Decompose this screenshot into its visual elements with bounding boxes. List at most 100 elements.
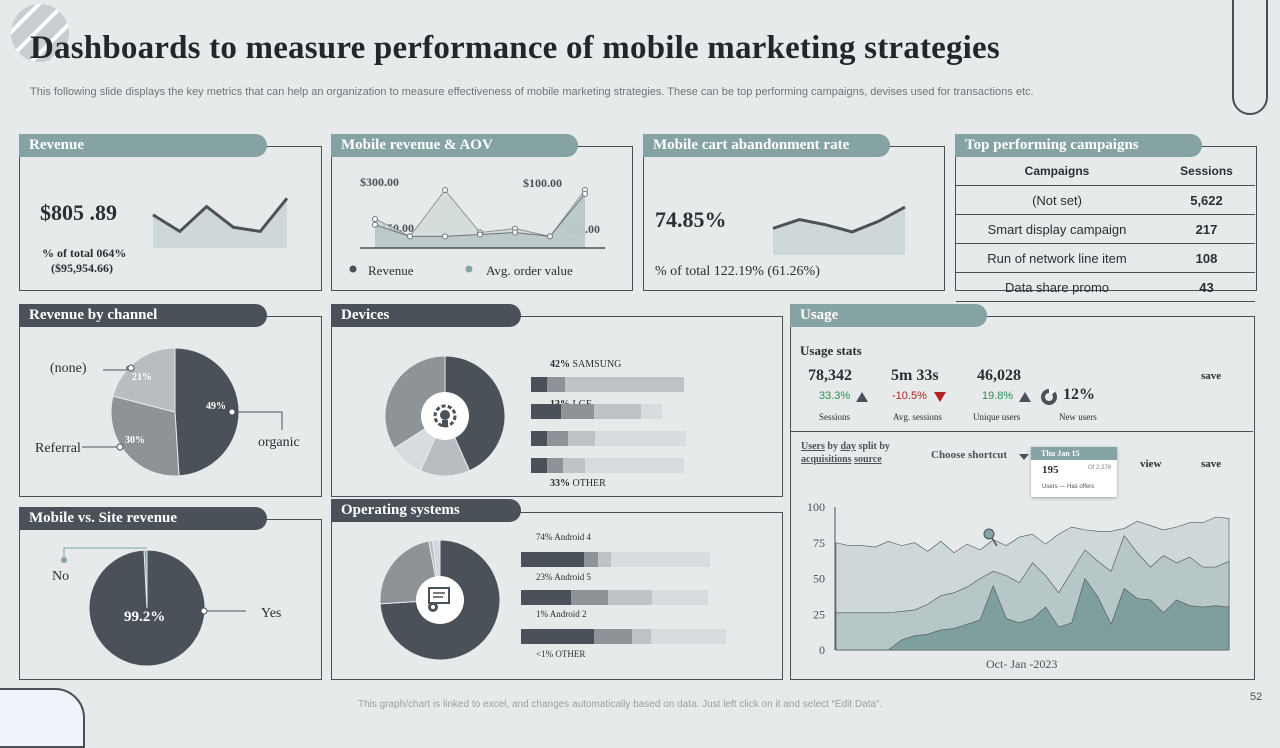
device-bar-segment xyxy=(563,458,585,473)
split-by-word: by xyxy=(827,441,838,452)
decorative-corner-tab xyxy=(0,688,85,748)
tooltip-of-total: Of 2,378 xyxy=(1088,465,1112,471)
device-bar-segment xyxy=(561,404,594,419)
channel-leader-organic xyxy=(230,411,283,430)
tooltip-value: 195 xyxy=(1042,464,1059,476)
mobile-revenue-point xyxy=(442,233,448,240)
mobile-revenue-point xyxy=(442,187,448,193)
tooltip-sub: Users — Has offers xyxy=(1042,484,1095,490)
unique-users-label: Unique users xyxy=(973,412,1021,422)
device-label: 42% SAMSUNG xyxy=(550,359,621,370)
unique-users-value: 46,028 xyxy=(977,367,1021,384)
campaign-name: Data share promo xyxy=(956,272,1158,302)
os-bar-segment xyxy=(651,629,726,644)
usage-x-axis-label: Oct- Jan -2023 xyxy=(986,657,1057,671)
device-bar-segment xyxy=(531,458,547,473)
unique-users-delta: 19.8% xyxy=(982,390,1014,402)
usage-area-chart: 0 25 50 75 100 Oct- Jan -2023 xyxy=(807,500,1230,671)
cart-tab: Mobile cart abandonment rate xyxy=(643,134,890,157)
device-pct: 42% xyxy=(550,359,573,370)
pie-slice-no xyxy=(143,549,148,609)
device-bar-segment xyxy=(531,377,547,392)
mobile-revenue-label-300: $300.00 xyxy=(360,175,399,189)
save-button[interactable]: save xyxy=(1201,458,1222,470)
triangle-up-icon xyxy=(1019,392,1031,402)
os-label: 23% Android 5 xyxy=(536,572,591,582)
usage-stats-title: Usage stats xyxy=(800,343,862,358)
channel-tab: Revenue by channel xyxy=(19,304,267,327)
page-number: 52 xyxy=(1250,691,1263,703)
mobile-site-value: 99.2% xyxy=(124,609,165,625)
campaign-name: Smart display campaign xyxy=(956,214,1158,244)
mobile-revenue-point xyxy=(582,190,588,197)
tooltip-date: Thu Jan 15 xyxy=(1031,447,1117,460)
channel-label-organic: organic xyxy=(258,435,300,450)
new-users-label: New users xyxy=(1059,412,1097,422)
mobile-site-marker-no xyxy=(61,557,67,563)
sessions-label: Sessions xyxy=(819,412,851,422)
campaigns-header-row: Campaigns Sessions xyxy=(956,157,1255,186)
device-bar-segment xyxy=(531,404,561,419)
legend-aov-dot xyxy=(465,265,473,273)
devices-tab: Devices xyxy=(331,304,521,327)
table-row: Smart display campaign 217 xyxy=(956,214,1255,244)
mobile-site-tab: Mobile vs. Site revenue xyxy=(19,507,267,530)
os-bar-segment xyxy=(521,629,594,644)
os-bar-segment xyxy=(521,552,584,567)
sessions-value: 78,342 xyxy=(808,367,852,384)
campaigns-table: Campaigns Sessions (Not set) 5,622 Smart … xyxy=(956,157,1255,302)
channel-pct-none: 21% xyxy=(132,372,152,383)
page-subtitle: This following slide displays the key me… xyxy=(30,86,1034,98)
usage-y-tick-label: 75 xyxy=(813,536,825,550)
cart-sparkline xyxy=(772,205,906,255)
monitor-gear-icon xyxy=(428,587,450,612)
campaign-sessions: 43 xyxy=(1158,272,1255,302)
new-users-value: 12% xyxy=(1063,386,1095,403)
table-row: Data share promo 43 xyxy=(956,272,1255,302)
device-bar-segment xyxy=(641,404,662,419)
mobile-site-pie-chart: No Yes 99.2% xyxy=(52,547,281,667)
os-bar-segment xyxy=(632,629,651,644)
avg-sessions-label: Avg. sessions xyxy=(893,412,942,422)
usage-y-tick-label: 100 xyxy=(807,500,825,514)
device-pct: 33% xyxy=(550,477,573,489)
usage-y-tick-label: 25 xyxy=(813,607,825,621)
channel-marker-referral xyxy=(116,443,124,451)
pie-slice-none xyxy=(112,347,176,413)
mobile-revenue-tab: Mobile revenue & AOV xyxy=(331,134,578,157)
mobile-revenue-point xyxy=(547,233,553,240)
device-bar-segment xyxy=(565,377,684,392)
device-bar-segment xyxy=(585,458,684,473)
cart-sparkline-area xyxy=(773,207,905,255)
users-split-label: Users by day split by acquisitions sourc… xyxy=(801,440,890,466)
mobile-revenue-point xyxy=(372,221,378,228)
cart-value: 74.85% xyxy=(655,207,727,232)
chevron-down-icon[interactable] xyxy=(1018,453,1030,461)
device-bar-segment xyxy=(547,431,568,446)
revenue-sparkline xyxy=(152,197,289,248)
devices-donut-chart xyxy=(384,355,506,477)
mobile-revenue-area-0 xyxy=(375,190,585,248)
choose-shortcut-dropdown[interactable]: Choose shortcut xyxy=(931,449,1008,461)
mobile-site-leader-no xyxy=(63,547,147,560)
device-bar-segment xyxy=(595,431,686,446)
revenue-pct-of-total: % of total 064% xyxy=(42,246,127,260)
view-button[interactable]: view xyxy=(1140,458,1162,470)
os-tab: Operating systems xyxy=(331,499,521,522)
os-label: 1% Android 2 xyxy=(536,609,587,619)
os-bar-segment xyxy=(611,552,710,567)
legend-revenue-label: Revenue xyxy=(368,263,414,278)
device-bar-segment xyxy=(547,377,565,392)
usage-tab: Usage xyxy=(790,304,987,327)
revenue-tab: Revenue xyxy=(19,134,267,157)
new-users-ring-icon xyxy=(1041,388,1057,405)
mobile-revenue-point xyxy=(512,229,518,236)
campaign-name: Run of network line item xyxy=(956,243,1158,273)
triangle-down-icon xyxy=(934,392,946,402)
usage-y-tick-label: 50 xyxy=(813,572,825,586)
map-pin-icon xyxy=(983,528,998,547)
chart-tooltip: Thu Jan 15 195 Of 2,378 Users — Has offe… xyxy=(1031,447,1117,497)
mobile-site-label-no: No xyxy=(52,569,69,584)
os-bar-segment xyxy=(652,590,708,605)
save-button[interactable]: save xyxy=(1201,370,1222,382)
